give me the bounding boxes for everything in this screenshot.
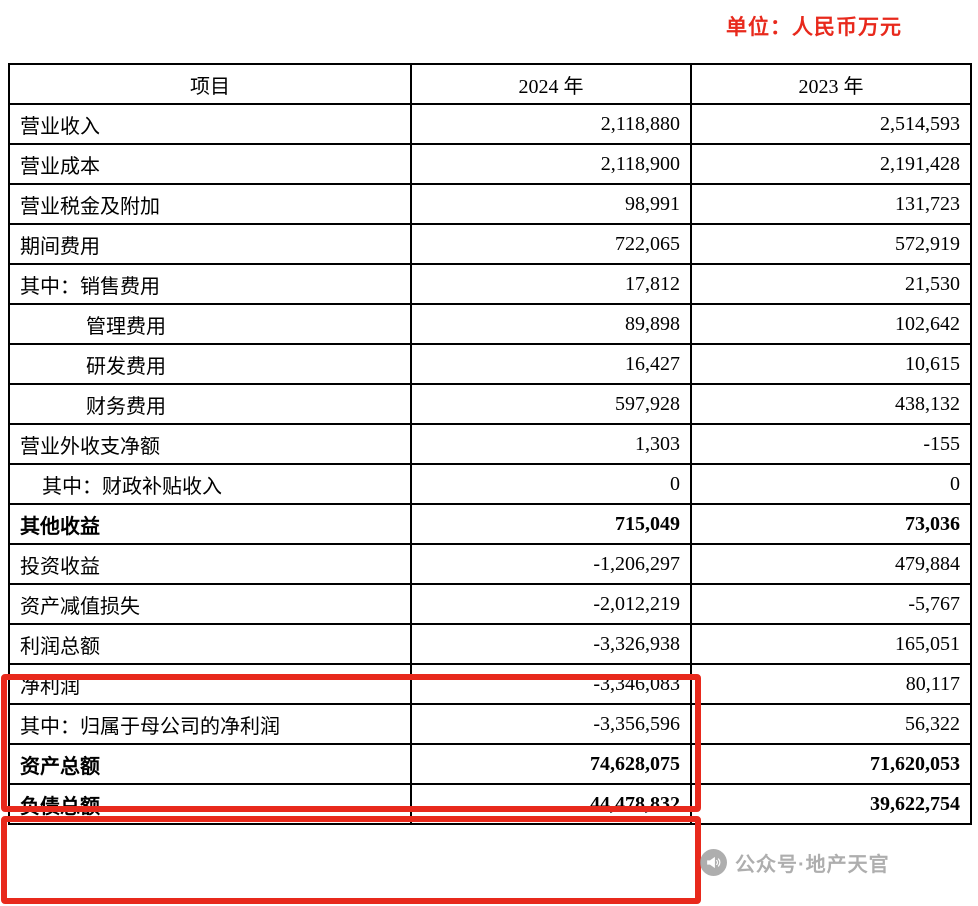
value-2024-cell: 2,118,880: [410, 103, 692, 145]
row-label-cell: 研发费用: [8, 343, 412, 385]
table-row: 期间费用 722,065 572,919: [8, 223, 972, 265]
value-2024-cell: -3,326,938: [410, 623, 692, 665]
table-body: 营业收入 2,118,880 2,514,593 营业成本 2,118,900 2,191…: [8, 103, 972, 825]
row-label-cell: 期间费用: [8, 223, 412, 265]
row-label-cell: 资产总额: [8, 743, 412, 785]
watermark-text: 公众号·地产天官: [735, 854, 890, 876]
row-label-cell: 财务费用: [8, 383, 412, 425]
row-label-cell: 其他收益: [8, 503, 412, 545]
value-2023-cell: 479,884: [690, 543, 972, 585]
row-label-cell: 净利润: [8, 663, 412, 705]
table-row: 其中：归属于母公司的净利润 -3,356,596 56,322: [8, 703, 972, 745]
value-2024-cell: 0: [410, 463, 692, 505]
table-row: 管理费用 89,898 102,642: [8, 303, 972, 345]
value-2023-cell: -155: [690, 423, 972, 465]
value-2023-cell: 2,514,593: [690, 103, 972, 145]
value-2023-cell: 39,622,754: [690, 783, 972, 825]
row-label-cell: 其中：销售费用: [8, 263, 412, 305]
table-row: 营业税金及附加 98,991 131,723: [8, 183, 972, 225]
value-2024-cell: 1,303: [410, 423, 692, 465]
watermark: 公众号·地产天官: [700, 848, 890, 877]
header-2023: 2023 年: [690, 63, 972, 105]
value-2024-cell: -2,012,219: [410, 583, 692, 625]
highlight-box-balance: [1, 816, 701, 904]
row-label-cell: 其中：归属于母公司的净利润: [8, 703, 412, 745]
table-row: 财务费用 597,928 438,132: [8, 383, 972, 425]
row-label-cell: 利润总额: [8, 623, 412, 665]
value-2024-cell: -1,206,297: [410, 543, 692, 585]
table-row: 其中：销售费用 17,812 21,530: [8, 263, 972, 305]
header-item: 项目: [8, 63, 412, 105]
row-label-cell: 资产减值损失: [8, 583, 412, 625]
table-row: 营业外收支净额 1,303 -155: [8, 423, 972, 465]
value-2024-cell: 2,118,900: [410, 143, 692, 185]
table-row: 研发费用 16,427 10,615: [8, 343, 972, 385]
row-label-cell: 投资收益: [8, 543, 412, 585]
table-row: 营业成本 2,118,900 2,191,428: [8, 143, 972, 185]
value-2024-cell: 44,478,832: [410, 783, 692, 825]
unit-label: 单位：人民币万元: [726, 15, 902, 39]
value-2023-cell: 73,036: [690, 503, 972, 545]
value-2023-cell: 165,051: [690, 623, 972, 665]
value-2024-cell: 722,065: [410, 223, 692, 265]
value-2023-cell: 10,615: [690, 343, 972, 385]
header-2024: 2024 年: [410, 63, 692, 105]
value-2023-cell: 131,723: [690, 183, 972, 225]
value-2023-cell: 80,117: [690, 663, 972, 705]
value-2023-cell: 56,322: [690, 703, 972, 745]
value-2023-cell: 102,642: [690, 303, 972, 345]
table-row: 净利润 -3,346,083 80,117: [8, 663, 972, 705]
row-label-cell: 营业成本: [8, 143, 412, 185]
table-row: 资产减值损失 -2,012,219 -5,767: [8, 583, 972, 625]
value-2024-cell: 715,049: [410, 503, 692, 545]
value-2024-cell: 74,628,075: [410, 743, 692, 785]
value-2023-cell: 2,191,428: [690, 143, 972, 185]
table-row: 资产总额 74,628,075 71,620,053: [8, 743, 972, 785]
row-label-cell: 营业外收支净额: [8, 423, 412, 465]
value-2023-cell: 0: [690, 463, 972, 505]
row-label-cell: 营业收入: [8, 103, 412, 145]
table-row: 利润总额 -3,326,938 165,051: [8, 623, 972, 665]
row-label-cell: 营业税金及附加: [8, 183, 412, 225]
table-row: 其中：财政补贴收入 0 0: [8, 463, 972, 505]
value-2024-cell: 597,928: [410, 383, 692, 425]
table-header-row: 项目 2024 年 2023 年: [8, 63, 972, 105]
table-row: 其他收益 715,049 73,036: [8, 503, 972, 545]
megaphone-icon: [700, 849, 727, 876]
table-row: 营业收入 2,118,880 2,514,593: [8, 103, 972, 145]
value-2024-cell: -3,346,083: [410, 663, 692, 705]
table-row: 投资收益 -1,206,297 479,884: [8, 543, 972, 585]
value-2024-cell: -3,356,596: [410, 703, 692, 745]
row-label-cell: 负债总额: [8, 783, 412, 825]
value-2024-cell: 16,427: [410, 343, 692, 385]
table-row: 负债总额 44,478,832 39,622,754: [8, 783, 972, 825]
value-2023-cell: -5,767: [690, 583, 972, 625]
row-label-cell: 管理费用: [8, 303, 412, 345]
financial-table: 项目 2024 年 2023 年 营业收入 2,118,880 2,514,593 营…: [8, 63, 972, 825]
value-2023-cell: 572,919: [690, 223, 972, 265]
value-2023-cell: 438,132: [690, 383, 972, 425]
value-2024-cell: 98,991: [410, 183, 692, 225]
value-2024-cell: 17,812: [410, 263, 692, 305]
row-label-cell: 其中：财政补贴收入: [8, 463, 412, 505]
value-2023-cell: 21,530: [690, 263, 972, 305]
value-2023-cell: 71,620,053: [690, 743, 972, 785]
value-2024-cell: 89,898: [410, 303, 692, 345]
